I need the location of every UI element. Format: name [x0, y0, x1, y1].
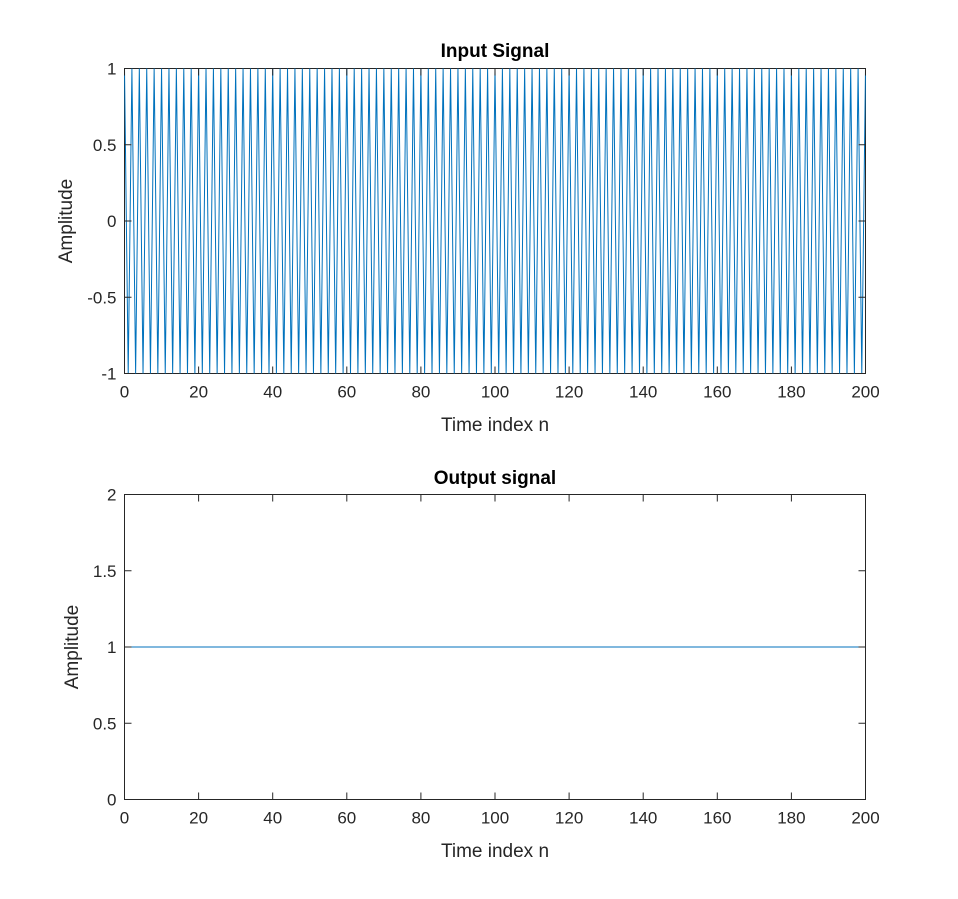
ticks-layer: 0 20 40 60 80 100 120 140 160 180 200 -1 -0.5 0 0.5 1: [87, 60, 879, 402]
y-tick-label: 1: [107, 638, 116, 657]
y-tick-label: 0.5: [93, 714, 117, 733]
x-tick-label: 160: [703, 809, 731, 828]
x-tick-label: 20: [189, 809, 208, 828]
y-tick-label: 0.5: [93, 136, 117, 155]
x-tick-label: 200: [851, 383, 879, 402]
y-tick-label: -1: [101, 365, 116, 384]
y-tick-label: 1.5: [93, 562, 117, 581]
x-tick-label: 40: [263, 383, 282, 402]
x-tick-label: 80: [411, 383, 430, 402]
x-tick-label: 0: [120, 809, 129, 828]
x-tick-label: 140: [629, 809, 657, 828]
y-tick-label: 0: [107, 791, 116, 810]
y-tick-label: 0: [107, 212, 116, 231]
ticks-layer: 0 20 40 60 80 100 120 140 160 180 200 0 0.5 1 1.5 2: [93, 486, 880, 828]
y-axis-label: Amplitude: [56, 179, 77, 264]
y-tick-label: 2: [107, 486, 116, 505]
x-tick-label: 80: [411, 809, 430, 828]
x-tick-label: 20: [189, 383, 208, 402]
chart-title: Input Signal: [441, 41, 550, 62]
x-tick-label: 100: [481, 809, 509, 828]
chart-title: Output signal: [434, 468, 556, 489]
x-tick-label: 180: [777, 383, 805, 402]
x-tick-label: 120: [555, 383, 583, 402]
x-tick-label: 60: [337, 809, 356, 828]
x-tick-label: 140: [629, 383, 657, 402]
y-tick-label: 1: [107, 60, 116, 79]
x-tick-label: 160: [703, 383, 731, 402]
x-axis-label: Time index n: [441, 841, 549, 862]
input-signal-chart: Input Signal 0 20 40 60 80 100 120 140 160 180 200…: [56, 41, 880, 436]
x-tick-label: 40: [263, 809, 282, 828]
x-tick-label: 120: [555, 809, 583, 828]
output-signal-chart: Output signal 0 20 40 60 80 100 120 140 160 180 20…: [62, 468, 880, 862]
plot-area: [124, 68, 866, 374]
x-tick-label: 180: [777, 809, 805, 828]
y-tick-label: -0.5: [87, 288, 116, 307]
x-tick-label: 100: [481, 383, 509, 402]
x-tick-label: 60: [337, 383, 356, 402]
x-tick-label: 0: [120, 383, 129, 402]
x-axis-label: Time index n: [441, 415, 549, 436]
x-tick-label: 200: [851, 809, 879, 828]
y-axis-label: Amplitude: [62, 605, 83, 690]
